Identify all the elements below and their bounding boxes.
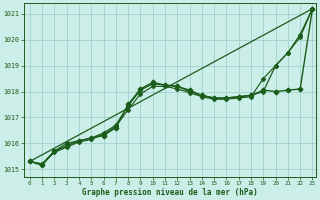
- X-axis label: Graphe pression niveau de la mer (hPa): Graphe pression niveau de la mer (hPa): [82, 188, 258, 197]
